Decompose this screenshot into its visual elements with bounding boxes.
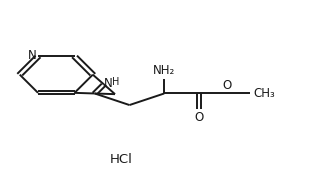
Text: HCl: HCl: [110, 153, 133, 166]
Text: O: O: [194, 111, 204, 124]
Text: CH₃: CH₃: [253, 87, 275, 100]
Text: N: N: [28, 49, 36, 62]
Text: H: H: [112, 77, 119, 87]
Text: NH₂: NH₂: [152, 64, 175, 77]
Text: O: O: [222, 79, 232, 92]
Text: N: N: [104, 77, 113, 90]
